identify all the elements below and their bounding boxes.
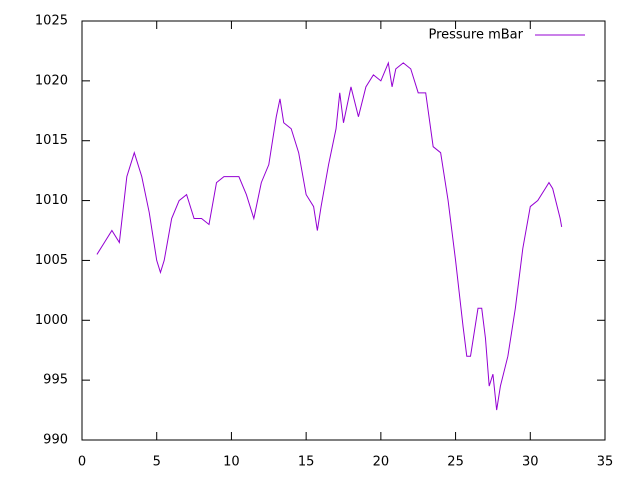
x-tick-label: 15 xyxy=(298,455,315,470)
x-tick-label: 35 xyxy=(597,455,614,470)
x-tick-label: 0 xyxy=(78,455,86,470)
y-tick-label: 1020 xyxy=(35,73,68,88)
x-tick-label: 30 xyxy=(522,455,539,470)
x-tick-label: 25 xyxy=(447,455,464,470)
x-tick-label: 5 xyxy=(153,455,161,470)
line-series xyxy=(96,61,563,411)
legend-label: Pressure mBar xyxy=(428,28,523,43)
plot-border xyxy=(81,20,606,441)
y-tick-label: 1025 xyxy=(35,14,68,29)
y-tick-label: 995 xyxy=(43,373,68,388)
x-tick-label: 10 xyxy=(223,455,240,470)
x-tick-label: 20 xyxy=(373,455,390,470)
y-tick-label: 1015 xyxy=(35,133,68,148)
y-tick-label: 1005 xyxy=(35,253,68,268)
y-tick-label: 1010 xyxy=(35,193,68,208)
y-tick-label: 1000 xyxy=(35,313,68,328)
y-tick-label: 990 xyxy=(43,433,68,448)
